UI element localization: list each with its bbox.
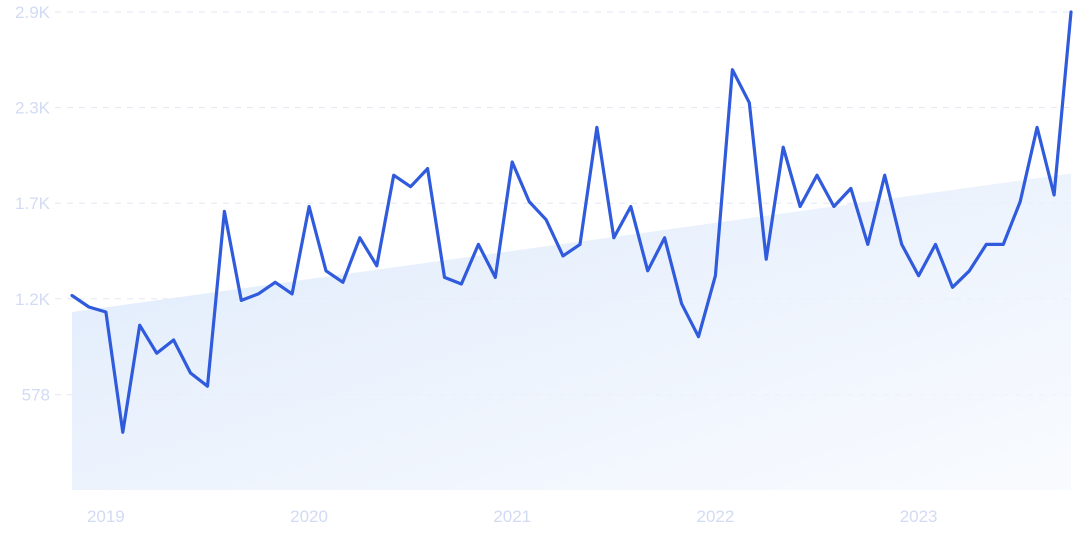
y-tick-label: 578 [22,386,50,405]
x-tick-label: 2023 [900,507,938,526]
trend-area [72,173,1071,490]
x-tick-label: 2020 [290,507,328,526]
y-tick-label: 1.7K [15,194,51,213]
y-axis-tick-labels: 578 1.2K 1.7K 2.3K 2.9K [15,3,51,405]
y-tick-label: 1.2K [15,290,51,309]
series-line-0 [70,10,1073,434]
trend-area-shape [72,173,1071,490]
x-tick-label: 2021 [493,507,531,526]
x-axis-tick-labels: 2019 2020 2021 2022 2023 [87,507,938,526]
series-lines [70,10,1073,434]
y-tick-label: 2.9K [15,3,51,22]
x-tick-label: 2019 [87,507,125,526]
y-tick-label: 2.3K [15,99,51,118]
x-tick-label: 2022 [697,507,735,526]
